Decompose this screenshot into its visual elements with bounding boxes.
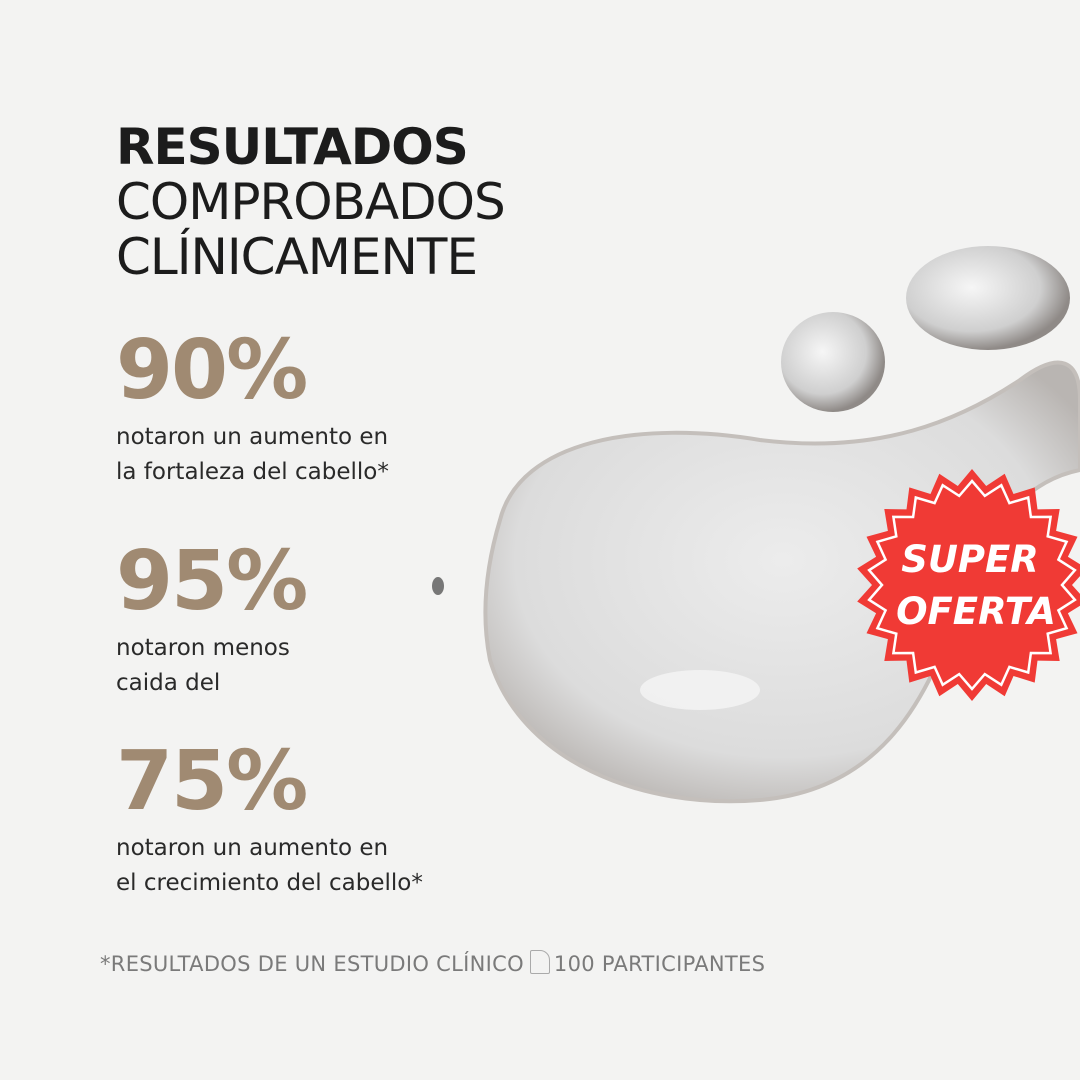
stat-desc: la fortaleza del cabello*	[116, 459, 389, 485]
stat-strength: 90% notaron un aumento en la fortaleza de…	[116, 326, 389, 490]
badge-line1: SUPER	[901, 538, 1039, 581]
title-line3: CLÍNICAMENTE	[116, 228, 478, 286]
serum-drop	[781, 312, 885, 412]
footnote: *RESULTADOS DE UN ESTUDIO CLÍNICO 100 PAR…	[100, 950, 765, 976]
badge-line2: OFERTA	[896, 590, 1056, 633]
footnote-text: *RESULTADOS DE UN ESTUDIO CLÍNICO	[100, 952, 524, 976]
title-line2: COMPROBADOS	[116, 173, 506, 231]
stat-desc: notaron un aumento en	[116, 424, 389, 450]
stat-desc: notaron un aumento en	[116, 835, 389, 861]
stat-desc: caida del	[116, 670, 221, 696]
footnote-count: 100 PARTICIPANTES	[553, 952, 766, 976]
page-title: RESULTADOS COMPROBADOS CLÍNICAMENTE	[116, 118, 506, 286]
stat-desc: notaron menos	[116, 635, 290, 661]
title-line1: RESULTADOS	[116, 118, 469, 176]
serum-drop	[906, 246, 1070, 350]
stat-value: 95%	[116, 534, 308, 629]
stat-desc: el crecimiento del cabello*	[116, 870, 423, 896]
stat-value: 90%	[116, 323, 308, 418]
super-oferta-badge: SUPER OFERTA	[857, 469, 1080, 701]
stat-growth: 75% notaron un aumento en el crecimiento …	[116, 737, 423, 901]
document-icon	[529, 950, 550, 974]
stat-hair-loss: 95% notaron menos caida del	[116, 534, 308, 701]
serum-droplet	[432, 577, 444, 595]
stat-value: 75%	[116, 734, 308, 829]
